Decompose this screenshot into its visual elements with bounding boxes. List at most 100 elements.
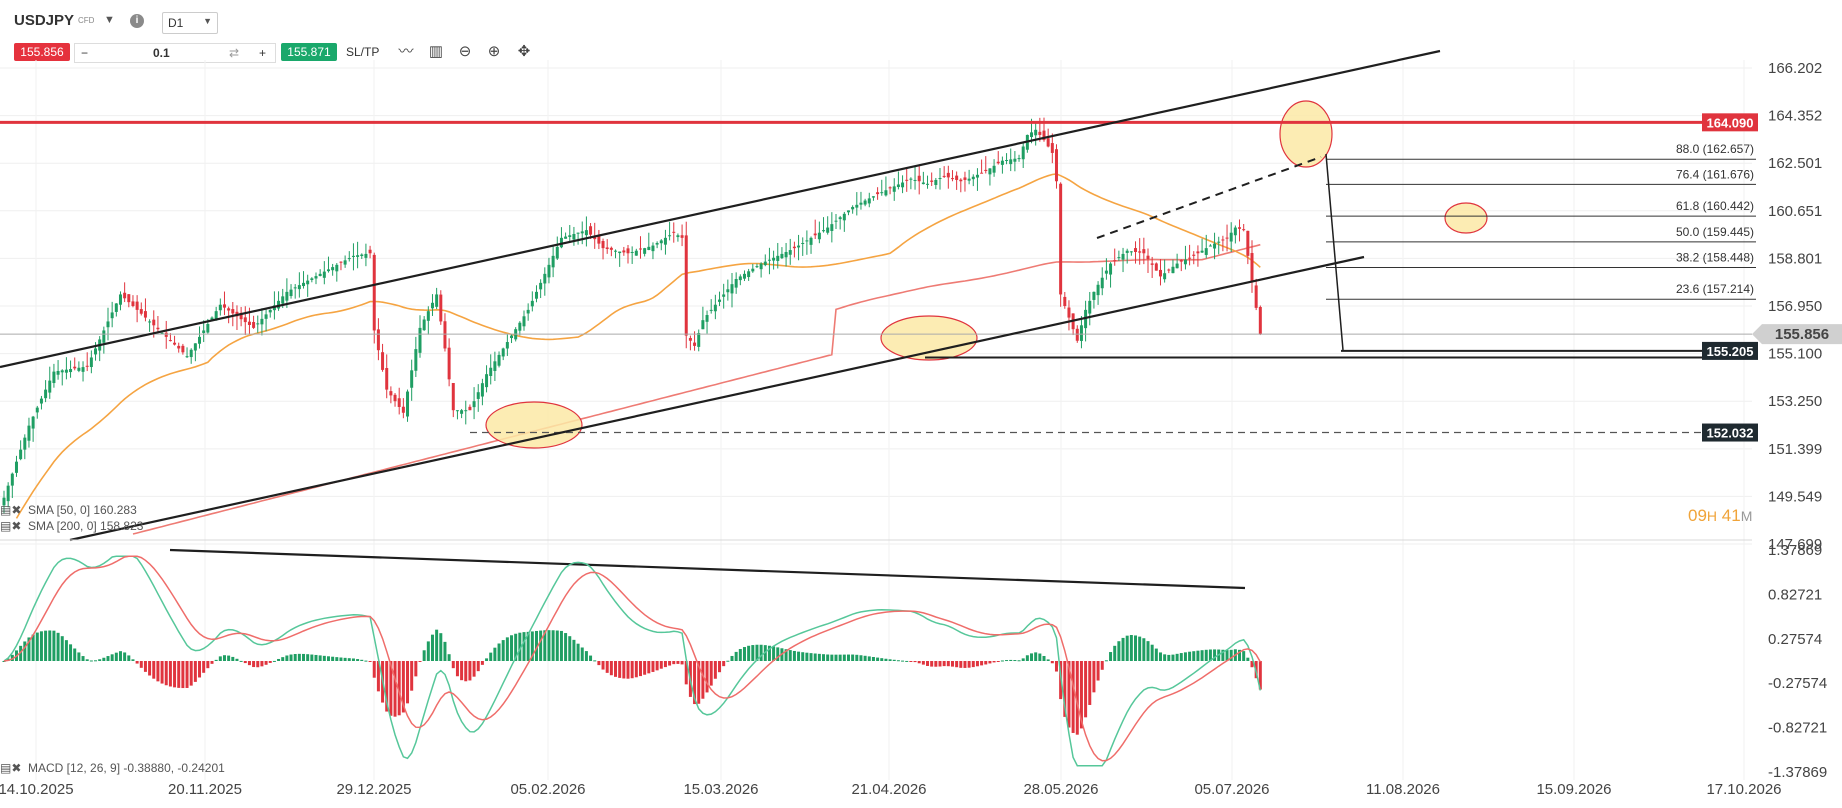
macd-histogram-bar <box>1125 635 1129 661</box>
candle <box>522 310 526 331</box>
macd-histogram-bar <box>435 629 439 661</box>
macd-histogram-bar <box>742 647 746 661</box>
macd-histogram-bar <box>838 654 842 661</box>
buy-button[interactable]: 155.871 <box>281 43 337 61</box>
chart-toolbar: USDJPY CFD ▼ i D1 ▼ 155.856 − 0.1 ⇄ + 15… <box>0 0 600 70</box>
symbol-dropdown-icon[interactable]: ▼ <box>104 14 115 26</box>
candle-countdown-timer: 09H 41M <box>1688 506 1753 525</box>
swap-icon[interactable]: ⇄ <box>229 46 240 60</box>
macd-histogram-bar <box>218 656 222 661</box>
fib-level-label: 61.8 (160.442) <box>1676 199 1754 213</box>
crosshair-icon[interactable]: ✥ <box>517 43 531 60</box>
macd-histogram-bar <box>177 661 181 688</box>
candle <box>1129 251 1133 256</box>
quantity-stepper[interactable]: − 0.1 ⇄ + <box>74 43 276 63</box>
macd-histogram-bar <box>281 657 285 661</box>
price-tick-label: 149.549 <box>1768 488 1822 505</box>
candlestick-icon[interactable]: ▥ <box>428 43 444 60</box>
macd-histogram-bar <box>543 630 547 661</box>
macd-histogram-bar <box>73 648 77 661</box>
zoom-in-icon[interactable]: ⊕ <box>487 43 501 60</box>
support-label: 155.205 <box>1707 344 1754 359</box>
macd-histogram-bar <box>235 658 239 661</box>
candle <box>580 221 584 245</box>
macd-histogram-bar <box>360 659 364 661</box>
close-icon[interactable]: ▤✖ <box>0 761 21 775</box>
macd-histogram-bar <box>1200 650 1204 661</box>
macd-histogram-bar <box>980 661 984 666</box>
macd-histogram-bar <box>493 647 497 661</box>
increase-quantity-button[interactable]: + <box>259 46 267 60</box>
candle <box>218 298 222 316</box>
sma50-legend[interactable]: SMA [50, 0] 160.283 <box>28 503 137 517</box>
highlight-zone <box>1444 202 1488 234</box>
macd-histogram-bar <box>614 661 618 677</box>
timeframe-select[interactable]: D1 ▼ <box>162 12 218 34</box>
macd-histogram-bar <box>98 659 102 661</box>
candle <box>738 274 742 286</box>
macd-tick-label: -0.27574 <box>1768 675 1827 692</box>
info-icon[interactable]: i <box>130 14 144 28</box>
candle <box>35 405 39 419</box>
macd-histogram-bar <box>984 661 988 665</box>
line-chart-icon[interactable]: 〰 <box>398 43 414 60</box>
zoom-out-icon[interactable]: ⊖ <box>458 43 472 60</box>
macd-histogram-bar <box>572 639 576 661</box>
macd-legend[interactable]: MACD [12, 26, 9] -0.38880, -0.24201 <box>28 761 225 775</box>
macd-histogram-bar <box>842 654 846 661</box>
close-icon[interactable]: ▤✖ <box>0 519 21 533</box>
channel-lower-trendline <box>69 255 1365 542</box>
macd-histogram-bar <box>426 641 430 661</box>
macd-histogram-bar <box>39 631 43 661</box>
macd-histogram-bar <box>351 658 355 661</box>
macd-histogram-bar <box>185 661 189 688</box>
macd-histogram-bar <box>148 661 152 676</box>
macd-histogram-bar <box>1183 652 1187 661</box>
quantity-value[interactable]: 0.1 <box>153 46 170 60</box>
candle <box>988 168 992 186</box>
macd-histogram-bar <box>206 661 210 669</box>
macd-histogram-bar <box>202 661 206 673</box>
candle <box>60 369 64 386</box>
candle <box>1084 300 1088 342</box>
macd-histogram-bar <box>94 660 98 662</box>
candle <box>572 226 576 246</box>
decrease-quantity-button[interactable]: − <box>81 46 89 60</box>
candle <box>1013 151 1017 172</box>
sell-button[interactable]: 155.856 <box>14 43 70 61</box>
macd-histogram-bar <box>472 661 476 677</box>
symbol-name[interactable]: USDJPY <box>14 12 75 29</box>
macd-histogram-bar <box>1079 661 1083 729</box>
macd-histogram-bar <box>1021 658 1025 661</box>
close-icon[interactable]: ▤✖ <box>0 503 21 517</box>
sl-tp-button[interactable]: SL/TP <box>346 45 380 59</box>
candle <box>684 221 688 349</box>
macd-panel <box>2 555 1262 767</box>
candle <box>655 241 659 249</box>
macd-histogram-bar <box>1246 657 1250 661</box>
macd-histogram-bar <box>547 630 551 661</box>
macd-histogram-bar <box>726 660 730 662</box>
macd-histogram-bar <box>1213 649 1217 661</box>
macd-histogram-bar <box>418 661 422 662</box>
macd-histogram-bar <box>659 661 663 669</box>
candle <box>1171 259 1175 274</box>
candle <box>23 434 27 460</box>
candle <box>510 334 514 344</box>
channel-upper-trendline <box>0 49 1441 369</box>
candle <box>1017 154 1021 162</box>
candle <box>451 382 455 418</box>
macd-histogram-bar <box>1238 649 1242 661</box>
macd-histogram-bar <box>1192 651 1196 661</box>
candle <box>410 359 414 401</box>
macd-histogram-bar <box>734 651 738 661</box>
candle <box>222 291 226 316</box>
macd-histogram-bar <box>485 658 489 661</box>
candle <box>381 343 385 372</box>
candle <box>231 301 235 327</box>
sma200-legend[interactable]: SMA [200, 0] 158.823 <box>28 519 144 533</box>
price-tick-label: 151.399 <box>1768 441 1822 458</box>
candle <box>414 336 418 378</box>
candle <box>148 319 152 332</box>
